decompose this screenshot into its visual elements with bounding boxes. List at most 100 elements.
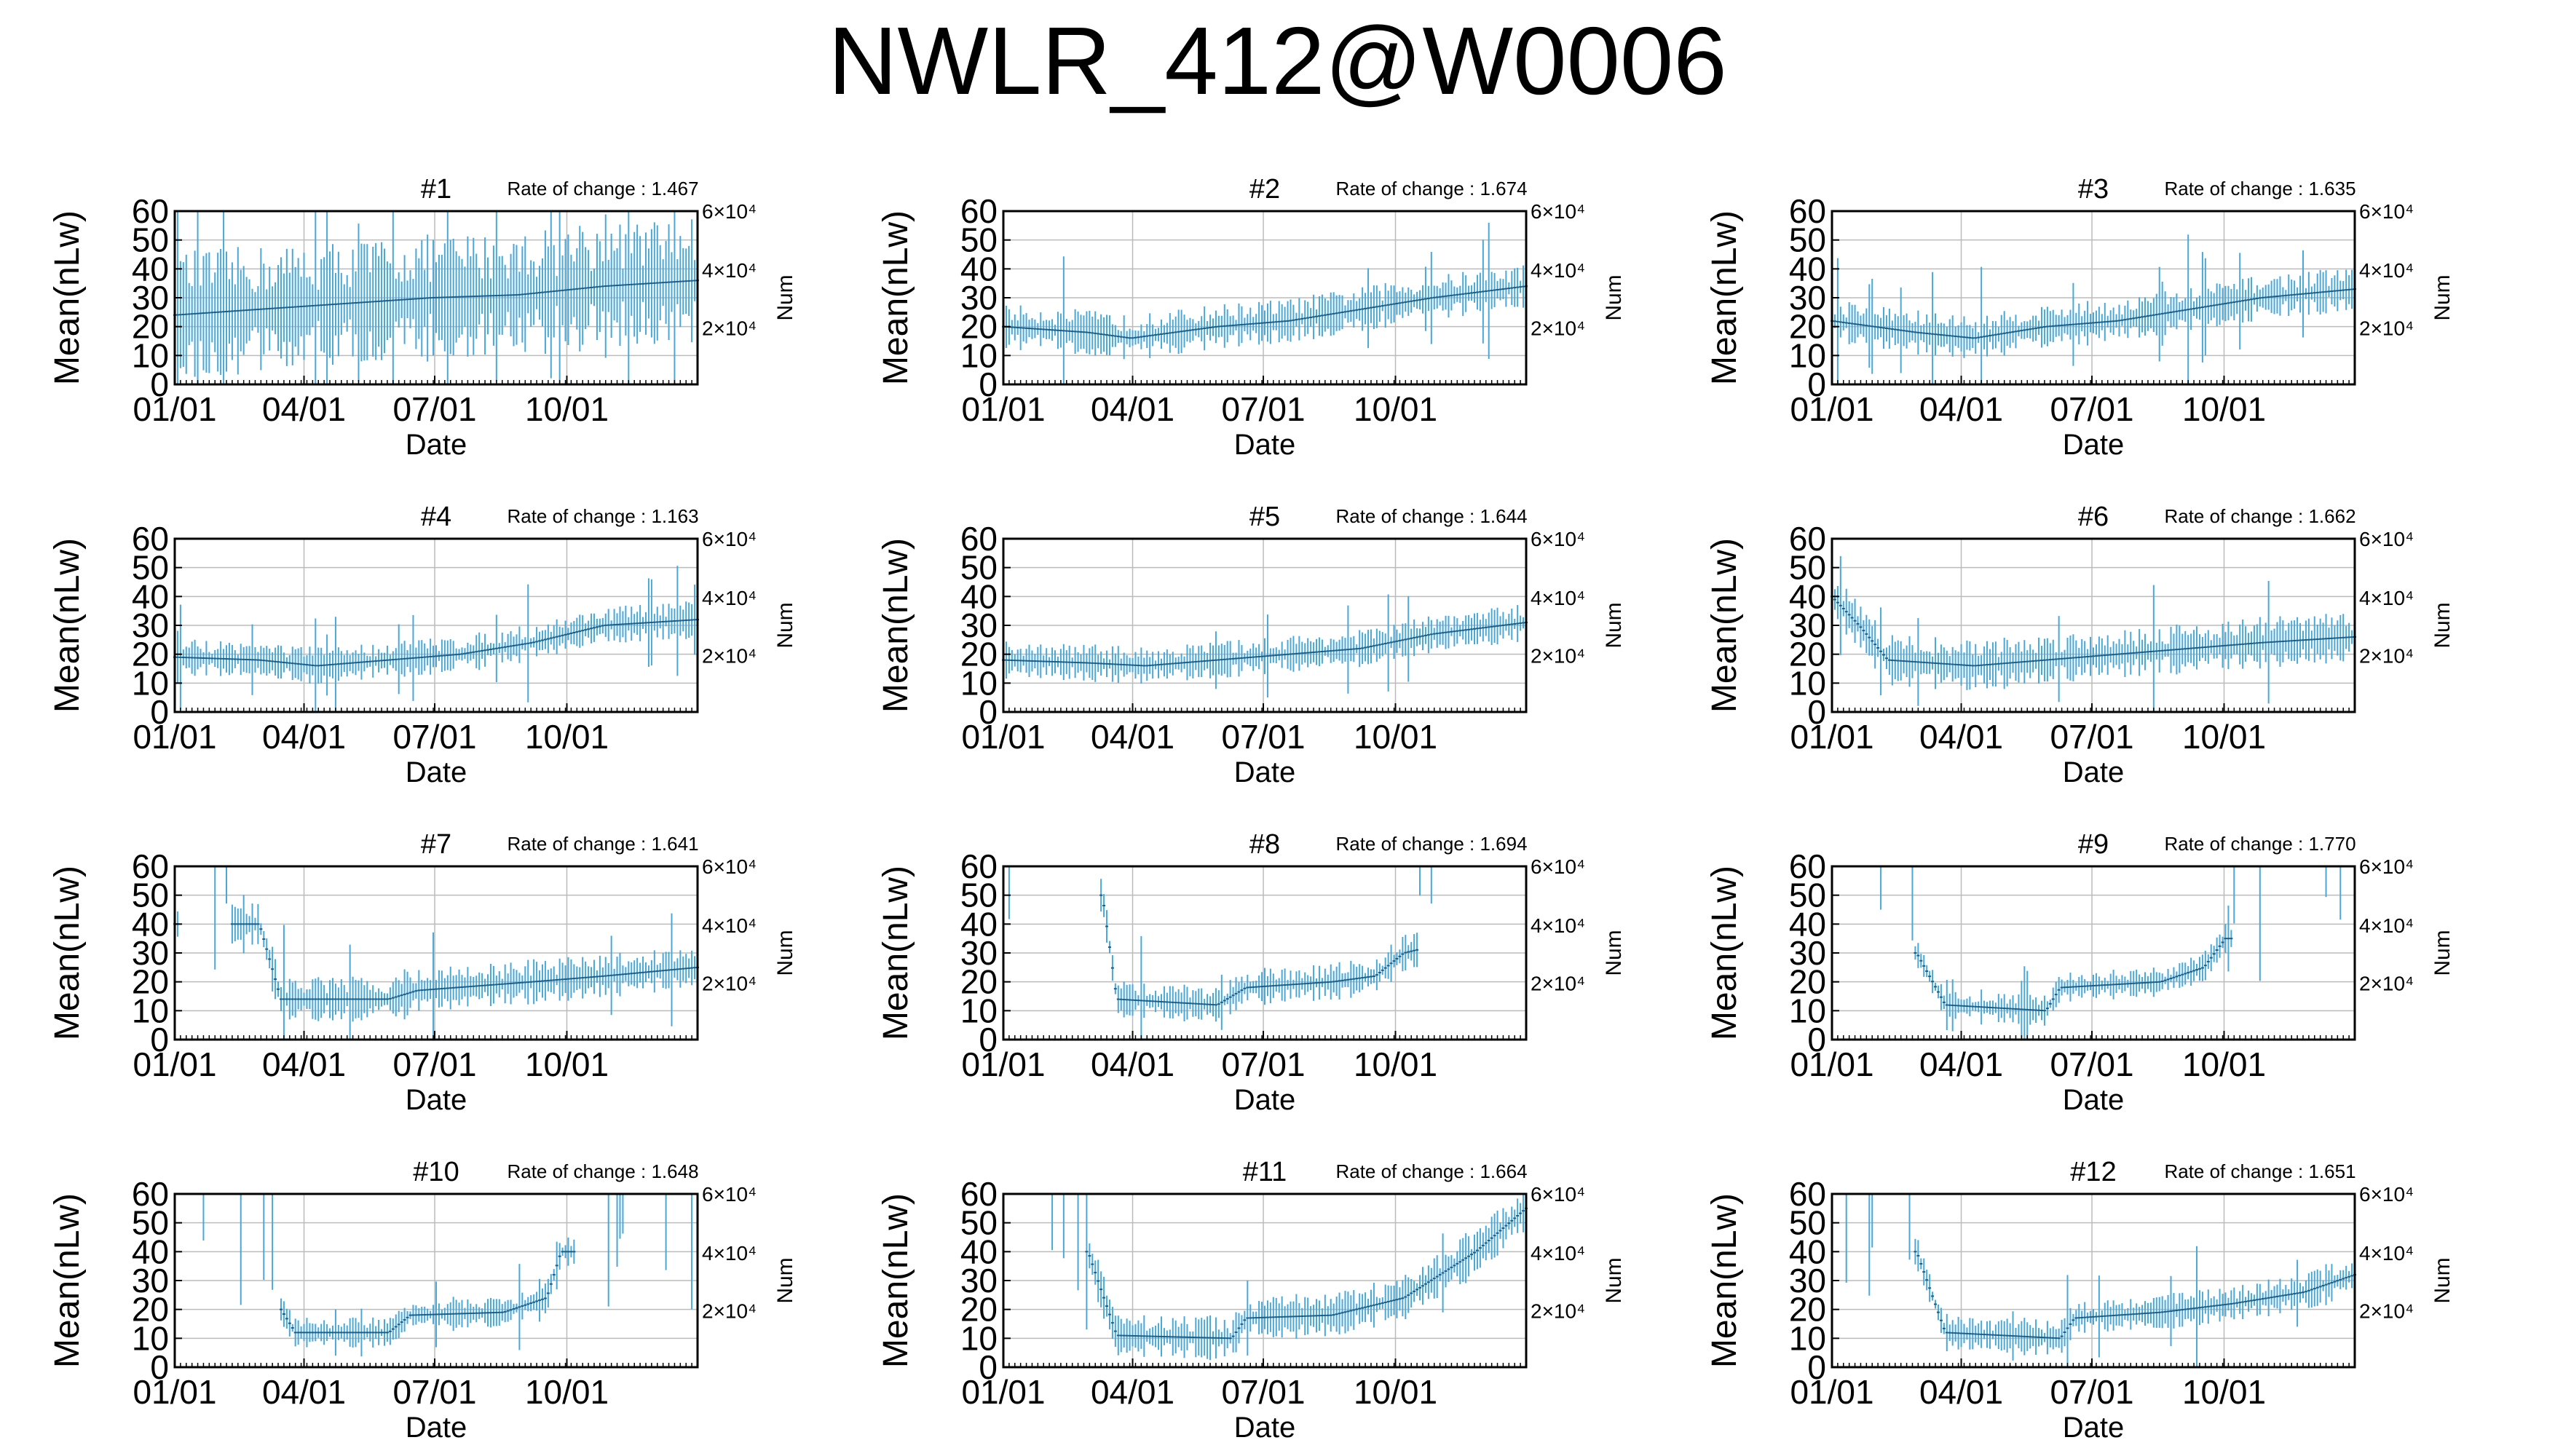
panel-title: #3 [2078,174,2109,205]
y-tick-label: 10 [960,1319,998,1357]
y2-tick-label: 4×10⁴ [702,1242,757,1265]
rate-of-change: Rate of change : 1.770 [2164,833,2355,855]
y-tick-label: 30 [132,606,169,644]
y-tick-label: 50 [960,549,998,587]
x-tick-label: 04/01 [1091,1373,1174,1411]
y2-tick-label: 2×10⁴ [1531,645,1585,668]
y2-tick-label: 6×10⁴ [702,855,757,878]
panel-title: #2 [1249,174,1280,205]
y-tick-label: 40 [132,905,169,943]
y-tick-label: 20 [960,963,998,1001]
y-tick-label: 20 [1789,963,1826,1001]
y-tick-label: 50 [1789,877,1826,914]
y2-axis-label: Num [773,274,797,320]
x-tick-label: 01/01 [961,1373,1045,1411]
y-tick-label: 40 [1789,905,1826,943]
y-axis-label: Mean(nLw) [1705,210,1744,385]
y-tick-label: 50 [132,877,169,914]
x-axis-label: Date [2063,756,2125,788]
y-tick-label: 40 [960,250,998,288]
x-tick-label: 01/01 [133,718,216,756]
panel-12: #12 Rate of change : 1.651 0 10 20 30 40 50 60 01… [1686,1150,2455,1451]
x-tick-label: 10/01 [525,718,609,756]
y2-tick-label: 2×10⁴ [2359,645,2414,668]
rate-of-change: Rate of change : 1.674 [1335,178,1527,199]
y-tick-label: 20 [1789,308,1826,346]
y2-tick-label: 6×10⁴ [702,1183,757,1206]
y-tick-label: 10 [132,336,169,374]
y-tick-label: 50 [960,877,998,914]
x-tick-label: 10/01 [2182,1045,2266,1083]
y-axis-label: Mean(nLw) [877,210,915,385]
y-tick-label: 10 [1789,992,1826,1029]
rate-of-change: Rate of change : 1.467 [507,178,698,199]
y2-tick-label: 6×10⁴ [1531,200,1585,223]
y2-tick-label: 2×10⁴ [1531,1300,1585,1323]
y-tick-label: 50 [1789,549,1826,587]
x-tick-label: 01/01 [961,390,1045,428]
series-group [1831,234,2356,384]
y2-tick-label: 6×10⁴ [1531,528,1585,550]
y-tick-label: 60 [132,192,169,230]
y-tick-label: 10 [960,992,998,1029]
x-tick-label: 10/01 [2182,390,2266,428]
panel-5: #5 Rate of change : 1.644 0 10 20 30 40 50 60 01/… [858,495,1626,796]
panel-7: #7 Rate of change : 1.641 0 10 20 30 40 50 60 01/… [29,823,797,1123]
y-tick-label: 30 [132,1262,169,1299]
y-tick-label: 0 [979,693,998,731]
y-tick-label: 40 [132,1233,169,1270]
y-tick-label: 30 [960,279,998,317]
y-tick-label: 20 [132,636,169,673]
panel-6: #6 Rate of change : 1.662 0 10 20 30 40 50 60 01/… [1686,495,2455,796]
x-axis-label: Date [1234,756,1296,788]
x-tick-label: 04/01 [1919,1045,2003,1083]
y-tick-label: 30 [132,934,169,972]
y-tick-label: 20 [960,636,998,673]
x-axis-label: Date [1234,1412,1296,1444]
series-group [1008,866,1432,1040]
rate-of-change: Rate of change : 1.664 [1335,1160,1527,1182]
y-tick-label: 20 [132,963,169,1001]
y-tick-label: 40 [132,577,169,615]
y2-tick-label: 4×10⁴ [1531,259,1585,282]
x-tick-label: 01/01 [961,1045,1045,1083]
panel-title: #4 [421,502,451,532]
x-tick-label: 07/01 [392,390,476,428]
y-tick-label: 30 [132,279,169,317]
x-tick-label: 01/01 [133,1045,216,1083]
figure-title: NWLR_412@W0006 [828,7,1727,114]
panel-4: #4 Rate of change : 1.163 0 10 20 30 40 50 60 01/… [29,495,797,796]
y2-tick-label: 4×10⁴ [1531,1242,1585,1265]
y-tick-label: 30 [1789,606,1826,644]
y2-axis-label: Num [773,930,797,976]
y-tick-label: 0 [150,1021,169,1059]
y2-tick-label: 2×10⁴ [702,317,757,340]
series-group [173,211,699,384]
x-tick-label: 07/01 [392,1045,476,1083]
y2-tick-label: 6×10⁴ [702,528,757,550]
y-tick-label: 0 [1807,1021,1826,1059]
y2-axis-label: Num [2430,274,2455,320]
rate-of-change: Rate of change : 1.644 [1335,505,1527,527]
y-tick-label: 10 [132,1319,169,1357]
y2-tick-label: 6×10⁴ [1531,1183,1585,1206]
y2-tick-label: 4×10⁴ [702,914,757,937]
y-tick-label: 60 [960,192,998,230]
y-tick-label: 0 [150,1348,169,1386]
y-axis-label: Mean(nLw) [1705,538,1744,713]
y-tick-label: 10 [960,664,998,702]
x-tick-label: 07/01 [392,1373,476,1411]
series-group [1880,866,2342,1040]
series-group [202,1194,693,1357]
y-tick-label: 10 [960,336,998,374]
rate-of-change: Rate of change : 1.662 [2164,505,2355,527]
panel-title: #10 [413,1157,459,1187]
